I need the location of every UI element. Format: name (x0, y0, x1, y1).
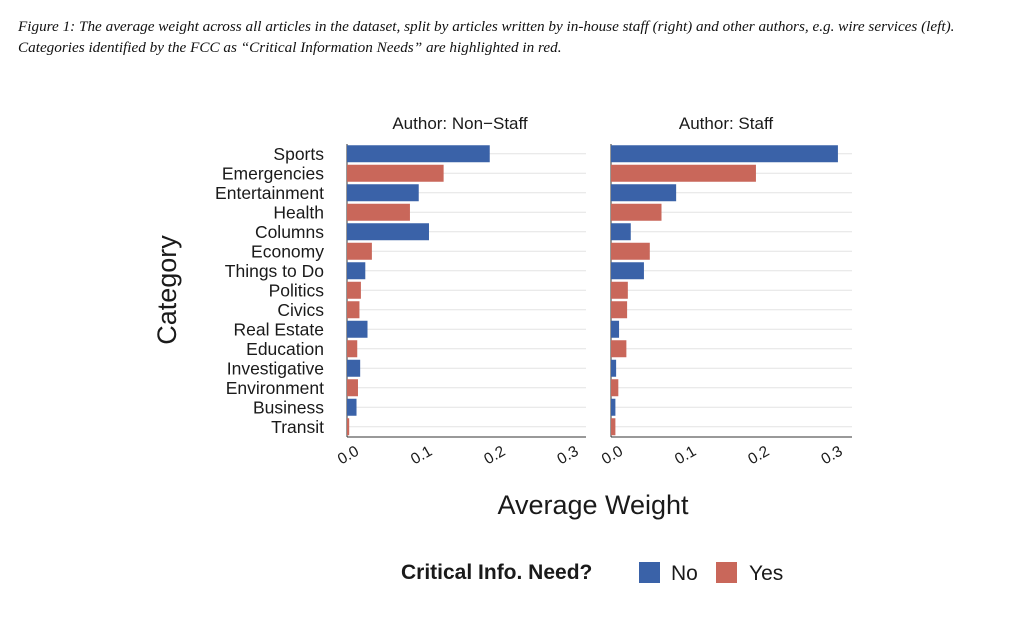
bar-columns (611, 223, 631, 241)
bar-environment (347, 379, 358, 397)
category-labels: SportsEmergenciesEntertainmentHealthColu… (215, 144, 324, 437)
category-label-transit: Transit (271, 417, 324, 437)
x-tick-label: 0.1 (672, 443, 699, 469)
bar-emergencies (611, 164, 756, 182)
legend-title: Critical Info. Need? (401, 561, 592, 584)
bar-entertainment (611, 184, 677, 202)
bar-education (611, 340, 627, 358)
x-tick-label: 0.0 (335, 443, 362, 469)
bar-environment (611, 379, 619, 397)
bar-health (611, 203, 662, 221)
legend-label-yes: Yes (749, 562, 783, 585)
category-label-sports: Sports (273, 144, 324, 164)
category-label-entertainment: Entertainment (215, 183, 324, 203)
bar-emergencies (347, 164, 444, 182)
bar-civics (611, 301, 628, 319)
bar-columns (347, 223, 429, 241)
category-label-health: Health (273, 202, 324, 222)
legend: Critical Info. Need? No Yes (401, 561, 783, 585)
category-label-civics: Civics (277, 300, 324, 320)
figure-caption: Figure 1: The average weight across all … (18, 18, 955, 56)
facet-title-staff: Author: Staff (679, 114, 773, 133)
bar-entertainment (347, 184, 419, 202)
x-tick-label: 0.3 (554, 443, 581, 469)
category-label-things-to-do: Things to Do (225, 261, 324, 281)
bar-politics (611, 281, 628, 299)
x-tick-label: 0.0 (599, 443, 626, 469)
bar-sports (347, 145, 490, 163)
category-label-emergencies: Emergencies (222, 163, 324, 183)
category-label-education: Education (246, 339, 324, 359)
y-axis-title: Category (152, 235, 182, 345)
facet-title-non-staff: Author: Non−Staff (392, 114, 528, 133)
bar-real-estate (611, 320, 620, 338)
bar-civics (347, 301, 360, 319)
category-label-business: Business (253, 397, 324, 417)
bar-sports (611, 145, 838, 163)
bar-business (347, 398, 357, 416)
bar-things-to-do (347, 262, 366, 280)
category-label-investigative: Investigative (227, 358, 324, 378)
bar-things-to-do (611, 262, 644, 280)
bar-investigative (611, 359, 617, 377)
bar-economy (611, 242, 650, 260)
x-tick-label: 0.2 (745, 443, 772, 469)
x-axis-title: Average Weight (497, 490, 689, 520)
facet-non-staff: Author: Non−Staff 0.0 0.1 0.2 0.3 (335, 114, 586, 468)
legend-swatch-no (639, 562, 660, 583)
bar-transit (347, 418, 350, 436)
bar-transit (611, 418, 616, 436)
category-label-real-estate: Real Estate (234, 319, 324, 339)
bar-economy (347, 242, 372, 260)
x-tick-label: 0.3 (818, 443, 845, 469)
bar-business (611, 398, 616, 416)
bar-investigative (347, 359, 361, 377)
category-label-economy: Economy (251, 241, 324, 261)
category-label-columns: Columns (255, 222, 324, 242)
bar-education (347, 340, 358, 358)
bar-health (347, 203, 410, 221)
facet-staff: Author: Staff 0.0 0.1 0.2 0.3 (599, 114, 852, 468)
category-label-environment: Environment (226, 378, 324, 398)
x-tick-label: 0.1 (408, 443, 435, 469)
category-label-politics: Politics (269, 280, 325, 300)
legend-label-no: No (671, 562, 698, 585)
bar-real-estate (347, 320, 368, 338)
legend-swatch-yes (716, 562, 737, 583)
bar-politics (347, 281, 361, 299)
x-tick-label: 0.2 (481, 443, 508, 469)
